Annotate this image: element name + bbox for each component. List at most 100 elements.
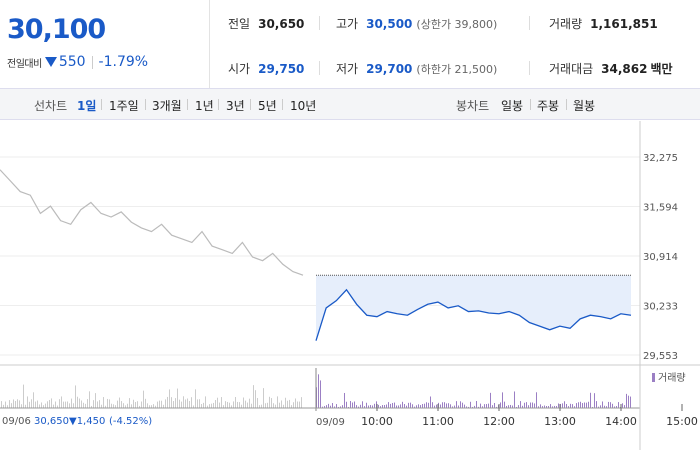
stat-value: 34,862 [601,62,648,76]
candle-weekly-button[interactable]: 주봉 [537,99,560,113]
period-3m-button[interactable]: 3개월 [152,99,182,113]
volume-bar [500,402,501,408]
volume-bar [452,406,453,408]
stat-label: 전일 [228,17,251,31]
volume-bar [570,403,571,408]
volume-bar [127,403,128,408]
volume-bar [432,402,433,408]
period-3y-button[interactable]: 3년 [226,99,245,113]
volume-bar [111,403,112,408]
volume-bar [318,374,319,408]
volume-bar [558,403,559,408]
volume-bar [245,400,246,408]
volume-bar [466,406,467,408]
volume-bar [277,396,278,408]
volume-bar [396,405,397,408]
volume-bar [422,404,423,408]
volume-bar [253,385,254,408]
volume-bar [43,405,44,408]
stat-sub: (하한가 21,500) [416,63,498,76]
volume-bar [418,404,419,408]
volume-bar [534,403,535,408]
volume-bar [326,405,327,408]
stat-volume: 거래량 1,161,851 [549,15,658,32]
change-row: 전일대비 550 -1.79% [7,54,148,70]
volume-bar [520,401,521,408]
volume-bar [129,398,130,408]
volume-bar [233,401,234,408]
candle-monthly-button[interactable]: 월봉 [573,99,596,113]
volume-bar [566,403,567,408]
volume-bar [203,402,204,408]
volume-bar [614,406,615,408]
volume-bar [410,402,411,408]
volume-bar [73,403,74,408]
y-tick-label: 31,594 [643,203,678,214]
volume-bar [205,396,206,408]
stats-panel: 전일 30,650 고가 30,500 (상한가 39,800) 거래량 1,1… [211,0,700,88]
volume-bar [19,400,20,408]
volume-bar [496,406,497,408]
volume-bar [243,397,244,408]
period-1y-button[interactable]: 1년 [195,99,214,113]
volume-bar [105,405,106,408]
volume-bar [380,406,381,408]
volume-bar [456,401,457,408]
volume-bar [336,404,337,408]
volume-bar [237,401,238,408]
volume-bar [301,397,302,408]
volume-bar [283,404,284,408]
volume-bar [460,401,461,408]
change-value: 550 [58,54,86,70]
volume-bar [360,404,361,408]
volume-bar [189,400,190,408]
candle-daily-button[interactable]: 일봉 [501,99,524,113]
current-price: 30,100 [7,14,106,45]
volume-bar [392,402,393,408]
divider [319,16,320,30]
previous-day-line [0,169,304,276]
down-triangle-icon [44,57,57,67]
stat-value: 29,700 [366,62,413,76]
volume-bar [49,399,50,408]
volume-bar [261,404,262,408]
volume-bar [470,401,471,408]
volume-bar [626,393,627,408]
volume-bar [490,392,491,408]
chart-toolbar: 선차트 1일 1주일 3개월 1년 3년 5년 10년 봉차트 일봉 주봉 월봉 [0,88,700,120]
volume-bar [125,405,126,408]
volume-bar [299,401,300,408]
price-chart[interactable]: 32,275 31,594 30,914 30,233 29,553 거래량 09/06… [0,121,700,450]
volume-bar [143,390,144,408]
volume-bar [586,402,587,408]
volume-bar [133,399,134,408]
volume-bar [482,406,483,408]
change-label: 전일대비 [7,58,42,70]
period-1d-button[interactable]: 1일 [77,99,97,113]
volume-bar [606,406,607,408]
period-10y-button[interactable]: 10년 [290,99,317,113]
volume-bar [352,402,353,408]
volume-bar [554,405,555,408]
change-percent: -1.79% [98,54,149,70]
volume-bar [542,406,543,408]
x-tick-label: 15:00 [666,415,698,428]
volume-bar [195,389,196,408]
period-1w-button[interactable]: 1주일 [109,99,139,113]
candle-chart-label: 봉차트 [456,99,490,113]
volume-bar [478,406,479,408]
volume-bar [448,403,449,408]
volume-bar [330,405,331,408]
volume-bar [37,400,38,408]
period-5y-button[interactable]: 5년 [258,99,277,113]
stat-value: 30,650 [258,17,305,31]
volume-bar [187,398,188,408]
volume-bar [295,398,296,408]
volume-bar [3,404,4,408]
volume-bar [454,405,455,408]
volume-bar [374,403,375,408]
stat-sub: (상한가 39,800) [416,18,498,31]
volume-bar [107,398,108,408]
volume-bar [484,404,485,408]
volume-bar [540,404,541,408]
